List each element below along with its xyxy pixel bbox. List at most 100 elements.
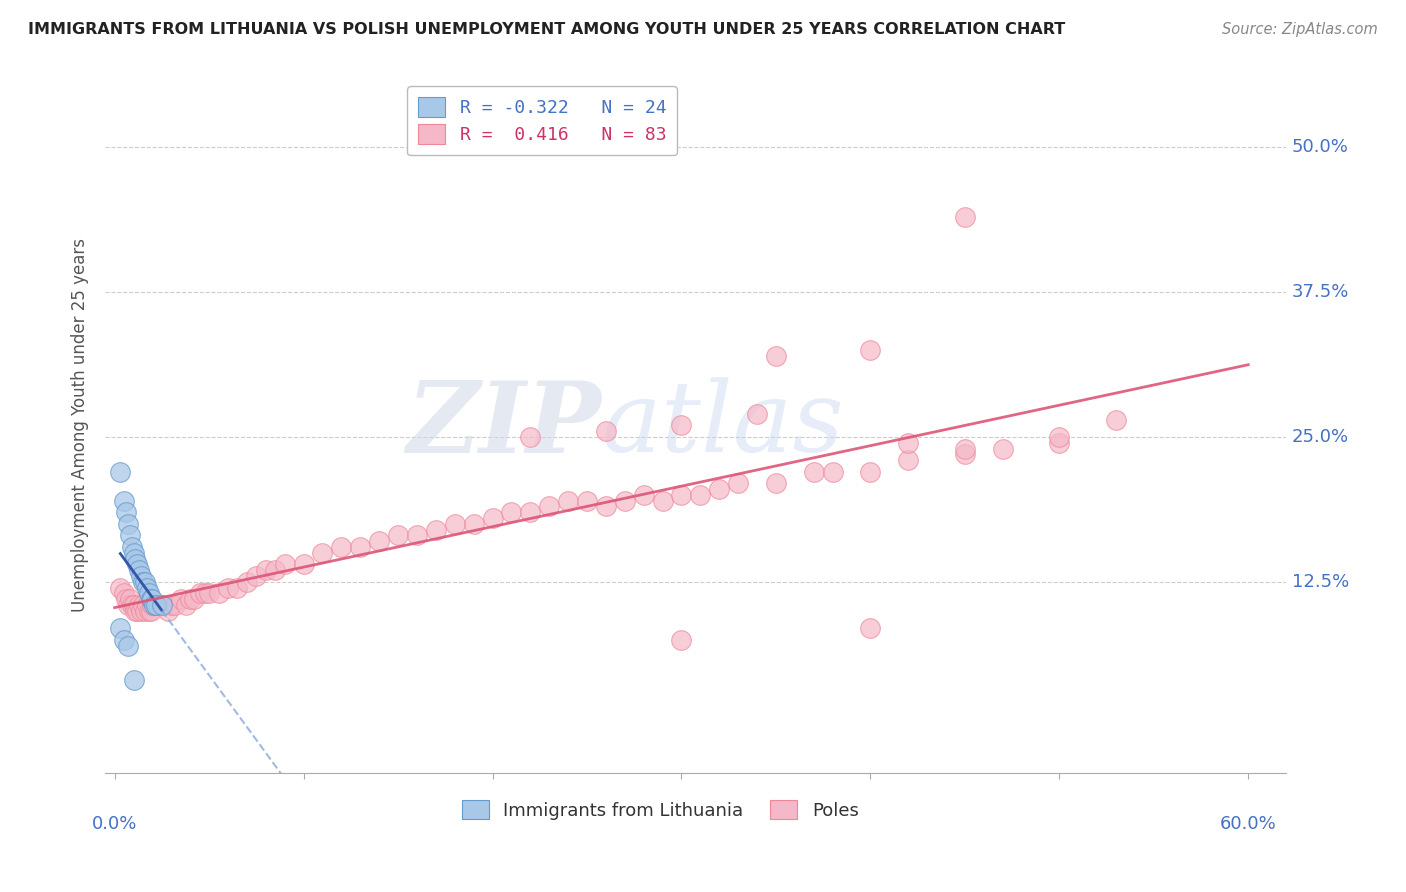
- Point: [595, 424, 617, 438]
- Point: [207, 586, 229, 600]
- Point: [613, 493, 636, 508]
- Point: [112, 632, 135, 647]
- Point: [709, 482, 731, 496]
- Point: [122, 598, 145, 612]
- Point: [273, 558, 295, 572]
- Point: [135, 581, 157, 595]
- Point: [1047, 430, 1070, 444]
- Point: [145, 598, 167, 612]
- Point: [745, 407, 768, 421]
- Point: [226, 581, 249, 595]
- Point: [121, 598, 143, 612]
- Point: [897, 453, 920, 467]
- Point: [124, 551, 146, 566]
- Point: [198, 586, 221, 600]
- Point: [443, 516, 465, 531]
- Point: [406, 528, 429, 542]
- Point: [953, 210, 976, 224]
- Point: [170, 592, 193, 607]
- Point: [236, 574, 259, 589]
- Point: [330, 540, 353, 554]
- Point: [118, 592, 141, 607]
- Point: [254, 563, 277, 577]
- Text: ZIP: ZIP: [406, 377, 602, 474]
- Point: [112, 493, 135, 508]
- Point: [145, 598, 167, 612]
- Point: [115, 505, 138, 519]
- Point: [141, 598, 163, 612]
- Point: [1047, 435, 1070, 450]
- Point: [953, 447, 976, 461]
- Point: [110, 465, 132, 479]
- Point: [292, 558, 315, 572]
- Point: [519, 430, 541, 444]
- Point: [165, 598, 187, 612]
- Point: [160, 598, 183, 612]
- Point: [1105, 412, 1128, 426]
- Text: 0.0%: 0.0%: [91, 815, 138, 833]
- Point: [519, 505, 541, 519]
- Legend: Immigrants from Lithuania, Poles: Immigrants from Lithuania, Poles: [454, 792, 866, 827]
- Point: [138, 604, 160, 618]
- Point: [991, 442, 1014, 456]
- Point: [387, 528, 409, 542]
- Point: [179, 592, 201, 607]
- Point: [134, 604, 156, 618]
- Point: [671, 488, 693, 502]
- Point: [501, 505, 523, 519]
- Point: [121, 540, 143, 554]
- Point: [115, 592, 138, 607]
- Point: [110, 621, 132, 635]
- Point: [139, 592, 162, 607]
- Text: 12.5%: 12.5%: [1292, 573, 1350, 591]
- Point: [118, 528, 141, 542]
- Point: [117, 639, 139, 653]
- Point: [217, 581, 239, 595]
- Point: [141, 592, 163, 607]
- Point: [538, 500, 561, 514]
- Point: [194, 586, 217, 600]
- Point: [183, 592, 205, 607]
- Point: [117, 516, 139, 531]
- Point: [138, 586, 160, 600]
- Point: [368, 534, 391, 549]
- Text: 50.0%: 50.0%: [1292, 138, 1348, 156]
- Point: [122, 546, 145, 560]
- Point: [689, 488, 711, 502]
- Y-axis label: Unemployment Among Youth under 25 years: Unemployment Among Youth under 25 years: [72, 238, 89, 612]
- Point: [110, 581, 132, 595]
- Point: [727, 476, 749, 491]
- Point: [595, 500, 617, 514]
- Point: [671, 632, 693, 647]
- Point: [633, 488, 655, 502]
- Text: 37.5%: 37.5%: [1292, 283, 1350, 301]
- Point: [188, 586, 211, 600]
- Point: [859, 621, 882, 635]
- Point: [311, 546, 333, 560]
- Point: [349, 540, 371, 554]
- Text: atlas: atlas: [602, 377, 844, 473]
- Point: [264, 563, 287, 577]
- Point: [112, 586, 135, 600]
- Point: [139, 604, 162, 618]
- Point: [859, 343, 882, 357]
- Point: [176, 598, 198, 612]
- Point: [117, 598, 139, 612]
- Point: [425, 523, 447, 537]
- Point: [127, 604, 149, 618]
- Point: [124, 604, 146, 618]
- Text: 25.0%: 25.0%: [1292, 428, 1348, 446]
- Point: [557, 493, 579, 508]
- Point: [651, 493, 673, 508]
- Point: [129, 569, 152, 583]
- Point: [156, 604, 179, 618]
- Point: [821, 465, 844, 479]
- Point: [859, 465, 882, 479]
- Point: [143, 598, 166, 612]
- Point: [127, 558, 149, 572]
- Point: [143, 598, 166, 612]
- Point: [132, 598, 155, 612]
- Point: [671, 418, 693, 433]
- Text: Source: ZipAtlas.com: Source: ZipAtlas.com: [1222, 22, 1378, 37]
- Point: [129, 604, 152, 618]
